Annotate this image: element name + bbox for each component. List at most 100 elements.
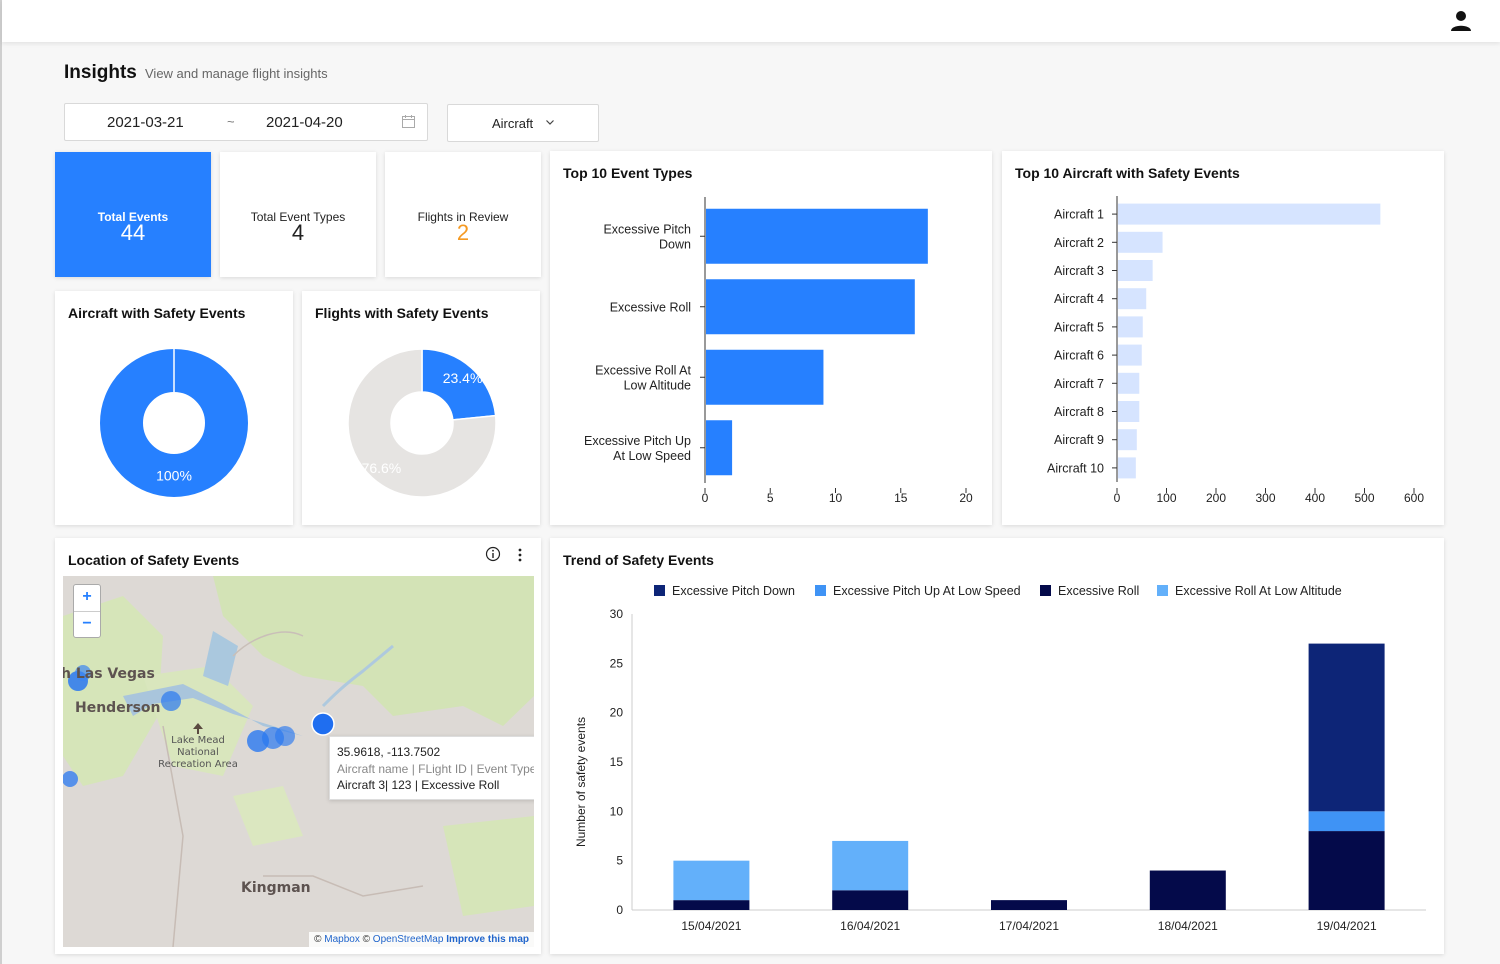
y-tick-label: 10 xyxy=(610,804,624,818)
y-tick-label: 20 xyxy=(610,706,624,720)
x-tick-label: 200 xyxy=(1206,491,1226,505)
page-title: Insights xyxy=(64,62,137,83)
flights-donut-chart: 23.4% 76.6% xyxy=(347,348,497,498)
kpi-total-event-types[interactable]: Total Event Types 4 xyxy=(220,152,376,277)
category-label: Aircraft 1 xyxy=(1054,208,1104,222)
aircraft-dropdown[interactable]: Aircraft xyxy=(447,104,599,142)
stacked-bar-segment xyxy=(1308,811,1385,832)
bar xyxy=(1118,203,1381,225)
legend-label: Excessive Roll At Low Altitude xyxy=(1175,584,1342,598)
page-subtitle: View and manage flight insights xyxy=(145,66,328,81)
top-event-types-card: Top 10 Event Types Excessive Pitch Down Ex… xyxy=(550,151,992,525)
x-tick-label: 0 xyxy=(702,491,709,505)
legend-swatch xyxy=(1040,585,1051,596)
x-tick-label: 18/04/2021 xyxy=(1158,919,1218,933)
stacked-bar-segment xyxy=(673,860,750,901)
y-tick-label: 15 xyxy=(610,755,624,769)
kpi-flights-in-review[interactable]: Flights in Review 2 xyxy=(385,152,541,277)
legend-label: Excessive Pitch Up At Low Speed xyxy=(833,584,1021,598)
y-tick-label: 30 xyxy=(610,607,624,621)
map-tooltip: 35.9618, -113.7502 Aircraft name | FLigh… xyxy=(329,736,534,800)
category-label: Excessive Pitch Up xyxy=(584,434,691,448)
stacked-bar-segment xyxy=(1308,643,1385,812)
legend-swatch xyxy=(815,585,826,596)
card-title: Location of Safety Events xyxy=(68,552,240,568)
y-tick-label: 5 xyxy=(616,854,623,868)
stacked-bar-segment xyxy=(1308,831,1385,910)
trend-stacked-bar-chart: Excessive Pitch Down Excessive Pitch Up A… xyxy=(574,584,1426,933)
aircraft-safety-card: Aircraft with Safety Events 100% xyxy=(55,291,293,525)
bar xyxy=(1118,457,1136,479)
bar xyxy=(1118,401,1140,422)
category-label: Aircraft 7 xyxy=(1054,377,1104,391)
category-label: Aircraft 6 xyxy=(1054,349,1104,363)
zoom-in-button[interactable]: + xyxy=(82,588,92,605)
card-title: Top 10 Event Types xyxy=(563,165,693,181)
map-label-henderson: Henderson xyxy=(75,700,161,716)
x-tick-label: 500 xyxy=(1354,491,1374,505)
location-card: Location of Safety Events xyxy=(55,538,541,954)
tooltip-coords: 35.9618, -113.7502 xyxy=(337,745,441,759)
category-label: Excessive Pitch xyxy=(603,222,691,236)
y-tick-label: 25 xyxy=(610,656,624,670)
legend-swatch xyxy=(654,585,665,596)
category-label: Low Altitude xyxy=(624,378,691,392)
x-tick-label: 0 xyxy=(1114,491,1121,505)
bar xyxy=(1118,429,1137,451)
map-label-las-vegas: h Las Vegas xyxy=(63,666,155,682)
category-label: Excessive Roll xyxy=(610,300,691,314)
y-axis-label: Number of safety events xyxy=(574,717,588,847)
mapbox-link[interactable]: Mapbox xyxy=(324,934,360,945)
donut-slice xyxy=(347,348,497,498)
info-icon[interactable] xyxy=(485,546,501,562)
tooltip-value: Aircraft 3| 123 | Excessive Roll xyxy=(337,778,500,792)
bar xyxy=(1118,260,1153,281)
kpi-label: Total Event Types xyxy=(250,210,346,224)
stacked-bar-segment xyxy=(1149,870,1226,910)
category-label: Aircraft 9 xyxy=(1054,433,1104,447)
card-title: Aircraft with Safety Events xyxy=(68,305,246,321)
x-tick-label: 300 xyxy=(1255,491,1275,505)
bar xyxy=(1118,344,1142,366)
calendar-icon[interactable] xyxy=(402,115,415,128)
category-label: Aircraft 8 xyxy=(1054,405,1104,419)
bar xyxy=(1118,372,1140,394)
category-label: Aircraft 5 xyxy=(1054,320,1104,334)
legend-swatch xyxy=(1157,585,1168,596)
stacked-bar-segment xyxy=(832,840,909,891)
more-vertical-icon[interactable] xyxy=(517,547,523,563)
top-aircraft-card: Top 10 Aircraft with Safety Events Aircr… xyxy=(1002,151,1444,525)
date-separator: ~ xyxy=(227,114,235,129)
y-tick-label: 0 xyxy=(616,903,623,917)
improve-map-link[interactable]: Improve this map xyxy=(446,934,529,945)
user-icon[interactable] xyxy=(1450,10,1472,32)
bar xyxy=(1118,316,1143,338)
x-tick-label: 19/04/2021 xyxy=(1317,919,1377,933)
map-label-kingman: Kingman xyxy=(241,880,311,896)
kpi-label: Flights in Review xyxy=(417,210,509,224)
date-start[interactable]: 2021-03-21 xyxy=(107,114,184,131)
stacked-bar-segment xyxy=(673,900,750,910)
map-attribution: © Mapbox © OpenStreetMap Improve this ma… xyxy=(309,932,534,947)
stacked-bar-segment xyxy=(832,890,909,910)
donut-slice-label: 100% xyxy=(156,468,192,484)
category-label: Aircraft 3 xyxy=(1054,264,1104,278)
zoom-out-button[interactable]: − xyxy=(74,611,100,637)
x-tick-label: 5 xyxy=(767,491,774,505)
category-label: Aircraft 4 xyxy=(1054,292,1104,306)
date-end[interactable]: 2021-04-20 xyxy=(266,114,343,131)
kpi-value: 44 xyxy=(120,220,146,245)
x-tick-label: 20 xyxy=(959,491,973,505)
chevron-down-icon xyxy=(546,120,554,125)
openstreetmap-link[interactable]: OpenStreetMap xyxy=(372,934,444,945)
category-label: Excessive Roll At xyxy=(595,363,691,377)
date-range-picker[interactable]: 2021-03-21 ~ 2021-04-20 xyxy=(64,103,428,141)
category-label: Aircraft 10 xyxy=(1047,461,1104,475)
x-tick-label: 600 xyxy=(1404,491,1424,505)
kpi-total-events[interactable]: Total Events 44 xyxy=(55,152,211,277)
x-tick-label: 400 xyxy=(1305,491,1325,505)
aircraft-donut-chart: 100% xyxy=(100,349,248,497)
x-tick-label: 100 xyxy=(1156,491,1176,505)
window-edge xyxy=(0,0,2,964)
safety-events-map[interactable]: h Las Vegas Henderson Lake Mead National… xyxy=(63,576,534,947)
